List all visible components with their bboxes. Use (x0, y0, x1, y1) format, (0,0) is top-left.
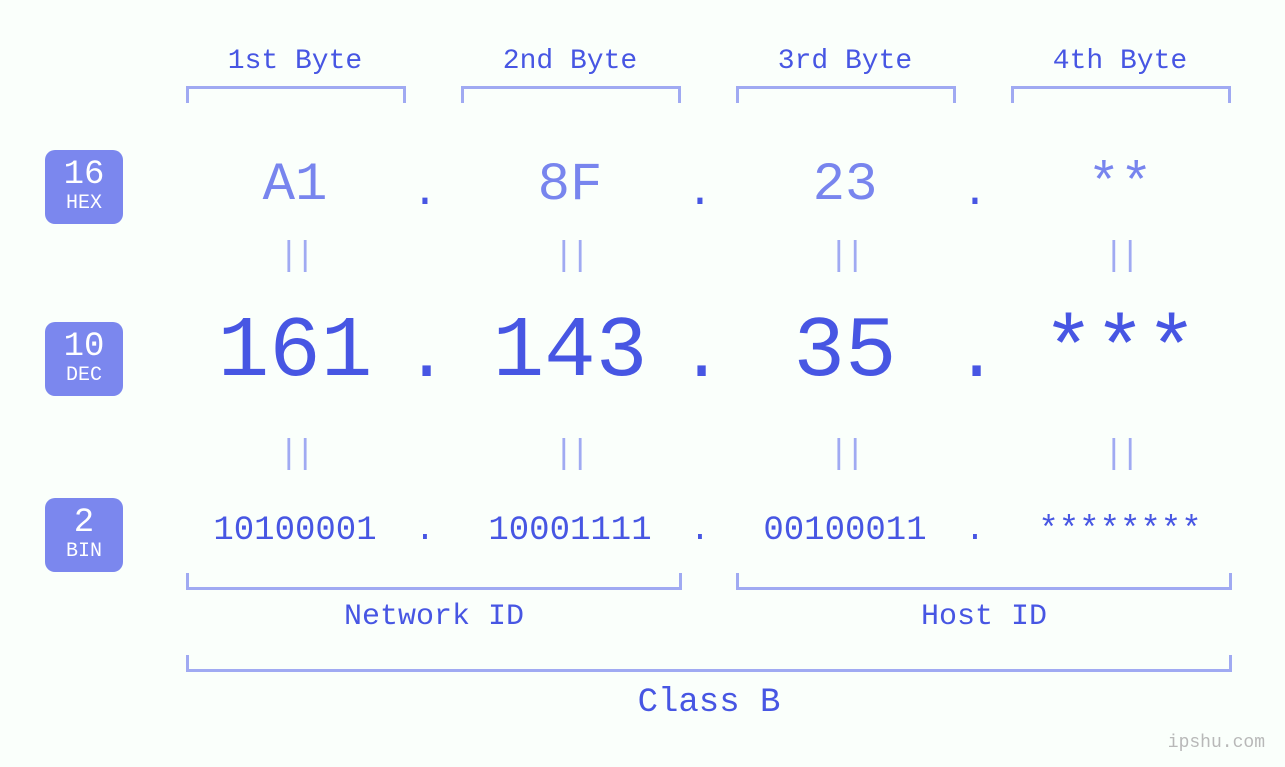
eq-dec-bin-4: || (1095, 436, 1145, 474)
dec-badge-num: 10 (45, 330, 123, 364)
bin-badge: 2 BIN (45, 498, 123, 572)
eq-dec-bin-2: || (545, 436, 595, 474)
dec-byte-2: 143 (450, 303, 690, 401)
host-id-bracket (736, 573, 1232, 590)
bin-byte-3: 00100011 (725, 512, 965, 550)
byte-bracket-4 (1011, 86, 1231, 103)
bin-byte-4: ******** (1000, 512, 1240, 550)
dec-dot-1: . (405, 316, 445, 398)
dec-dot-2: . (680, 316, 720, 398)
hex-byte-2: 8F (450, 155, 690, 216)
hex-byte-3: 23 (725, 155, 965, 216)
bin-badge-label: BIN (45, 542, 123, 562)
dec-dot-3: . (955, 316, 995, 398)
bin-dot-2: . (687, 512, 713, 550)
hex-badge: 16 HEX (45, 150, 123, 224)
network-id-label: Network ID (186, 600, 682, 634)
hex-byte-4: ** (1000, 155, 1240, 216)
eq-hex-dec-2: || (545, 238, 595, 276)
eq-dec-bin-1: || (270, 436, 320, 474)
host-id-label: Host ID (736, 600, 1232, 634)
eq-hex-dec-3: || (820, 238, 870, 276)
bin-dot-1: . (412, 512, 438, 550)
byte-bracket-2 (461, 86, 681, 103)
dec-badge: 10 DEC (45, 322, 123, 396)
eq-dec-bin-3: || (820, 436, 870, 474)
byte-bracket-1 (186, 86, 406, 103)
dec-byte-4: *** (1000, 303, 1240, 401)
hex-dot-3: . (960, 168, 990, 218)
hex-badge-label: HEX (45, 194, 123, 214)
class-label: Class B (186, 684, 1232, 722)
byte-header-1: 1st Byte (182, 46, 408, 77)
hex-dot-2: . (685, 168, 715, 218)
byte-bracket-3 (736, 86, 956, 103)
byte-header-4: 4th Byte (1007, 46, 1233, 77)
byte-header-3: 3rd Byte (732, 46, 958, 77)
byte-header-2: 2nd Byte (457, 46, 683, 77)
class-bracket (186, 655, 1232, 672)
bin-byte-1: 10100001 (175, 512, 415, 550)
bin-dot-3: . (962, 512, 988, 550)
eq-hex-dec-4: || (1095, 238, 1145, 276)
dec-badge-label: DEC (45, 366, 123, 386)
hex-byte-1: A1 (175, 155, 415, 216)
eq-hex-dec-1: || (270, 238, 320, 276)
hex-dot-1: . (410, 168, 440, 218)
dec-byte-3: 35 (725, 303, 965, 401)
watermark: ipshu.com (1168, 733, 1265, 753)
network-id-bracket (186, 573, 682, 590)
hex-badge-num: 16 (45, 158, 123, 192)
bin-badge-num: 2 (45, 506, 123, 540)
bin-byte-2: 10001111 (450, 512, 690, 550)
dec-byte-1: 161 (175, 303, 415, 401)
